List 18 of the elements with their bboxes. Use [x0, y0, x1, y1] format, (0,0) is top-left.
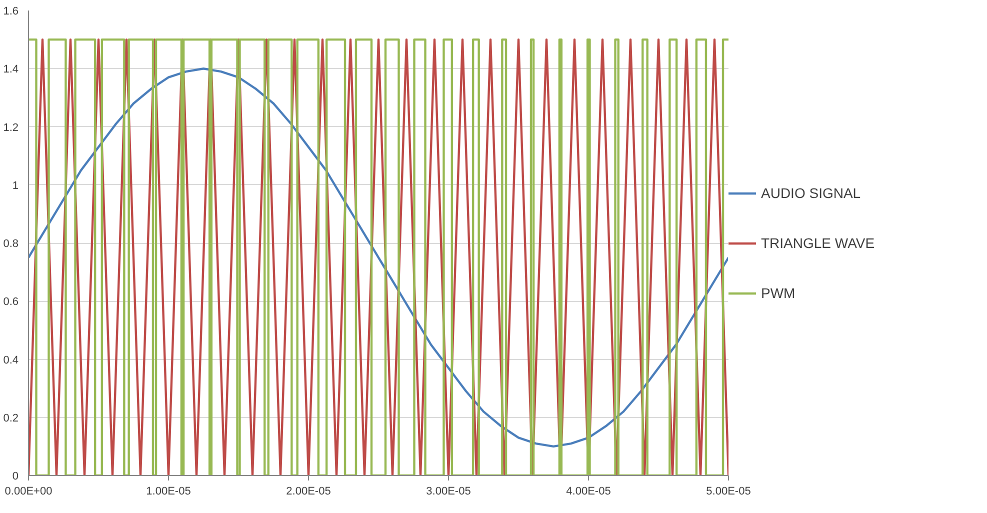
y-tick-label: 1.2 [3, 122, 19, 134]
legend-label: PWM [761, 284, 796, 300]
legend-label: TRIANGLE WAVE [761, 234, 875, 250]
x-tick-label: 3.00E-05 [426, 486, 471, 498]
y-tick-label: 0.2 [3, 412, 19, 424]
legend-label: AUDIO SIGNAL [761, 184, 861, 200]
x-tick-label: 5.00E-05 [706, 486, 751, 498]
y-tick-label: 0 [12, 470, 19, 482]
y-tick-label: 0.8 [3, 238, 19, 250]
x-tick-label: 0.00E+00 [4, 486, 52, 498]
x-tick-label: 2.00E-05 [286, 486, 331, 498]
x-tick-label: 1.00E-05 [146, 486, 191, 498]
y-tick-label: 1.4 [3, 64, 19, 76]
y-tick-label: 1.6 [3, 6, 19, 18]
y-tick-label: 0.6 [3, 296, 19, 308]
x-tick-label: 4.00E-05 [566, 486, 611, 498]
y-tick-label: 0.4 [3, 354, 19, 366]
y-tick-label: 1 [12, 180, 19, 192]
